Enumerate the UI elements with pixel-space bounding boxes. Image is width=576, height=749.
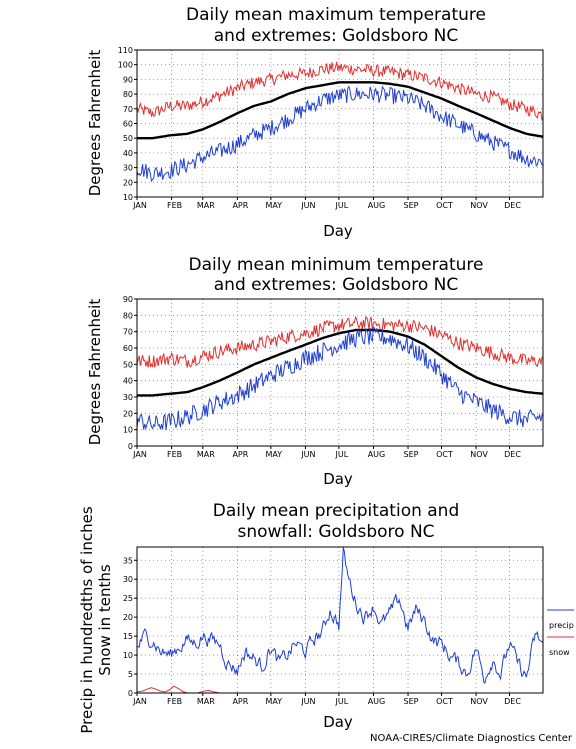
- y-tick-label: 40: [123, 149, 133, 158]
- legend-label-precip: precip: [549, 621, 574, 630]
- y-axis-label: Degrees Fahrenheit: [86, 50, 104, 197]
- y-tick-label: 10: [123, 426, 133, 435]
- y-tick-label: 110: [118, 46, 133, 55]
- series-line-extreme-high: [136, 315, 544, 368]
- series-line-precip: [136, 547, 544, 684]
- x-tick-label: JUN: [300, 201, 315, 210]
- y-tick-label: 25: [123, 594, 133, 603]
- chart-title-line: and extremes: Goldsboro NC: [214, 26, 459, 46]
- y-tick-label: 30: [123, 575, 133, 584]
- y-tick-label: 35: [123, 556, 133, 565]
- y-tick-label: 0: [128, 442, 133, 451]
- x-tick-label: MAY: [266, 450, 283, 459]
- x-tick-label: AUG: [368, 450, 386, 459]
- series-line-extreme-low: [136, 85, 544, 183]
- x-tick-label: JAN: [132, 450, 147, 459]
- x-axis-label: Day: [323, 222, 353, 240]
- y-tick-label: 40: [123, 377, 133, 386]
- y-tick-label: 50: [123, 134, 133, 143]
- x-tick-label: NOV: [470, 201, 488, 210]
- y-tick-label: 20: [123, 409, 133, 418]
- credit-text: NOAA-CIRES/Climate Diagnostics Center: [370, 733, 573, 744]
- y-tick-label: 20: [123, 613, 133, 622]
- y-tick-label: 30: [123, 393, 133, 402]
- y-tick-label: 90: [123, 295, 133, 304]
- y-tick-label: 60: [123, 120, 133, 129]
- x-tick-label: JUN: [300, 450, 315, 459]
- y-tick-label: 5: [128, 670, 133, 679]
- x-tick-label: MAR: [197, 697, 215, 706]
- x-tick-label: SEP: [404, 697, 419, 706]
- x-tick-label: APR: [232, 201, 248, 210]
- chart-title-line: Daily mean precipitation and: [213, 501, 460, 521]
- x-tick-label: AUG: [368, 697, 386, 706]
- chart-title-line: Daily mean minimum temperature: [189, 255, 484, 275]
- x-tick-label: FEB: [167, 450, 182, 459]
- x-tick-label: NOV: [470, 450, 488, 459]
- y-tick-label: 50: [123, 360, 133, 369]
- y-tick-label: 0: [128, 689, 133, 698]
- y-tick-label: 90: [123, 75, 133, 84]
- chart-title-line: snowfall: Goldsboro NC: [237, 522, 434, 542]
- y-tick-label: 80: [123, 90, 133, 99]
- y-tick-label: 70: [123, 105, 133, 114]
- y-tick-label: 20: [123, 178, 133, 187]
- chart-title-line: and extremes: Goldsboro NC: [214, 275, 459, 295]
- series-line-mean: [137, 81, 544, 140]
- y-tick-label: 80: [123, 311, 133, 320]
- y-tick-label: 70: [123, 328, 133, 337]
- x-tick-label: SEP: [404, 201, 419, 210]
- x-tick-label: DEC: [504, 450, 521, 459]
- y-axis-label: Precip in hundredths of inches: [78, 506, 96, 733]
- x-axis-label: Day: [323, 713, 353, 731]
- y-tick-label: 10: [123, 651, 133, 660]
- y-axis-label: Degrees Fahrenheit: [86, 299, 104, 446]
- x-tick-label: FEB: [167, 201, 182, 210]
- x-tick-label: JUL: [335, 450, 349, 459]
- x-tick-label: JAN: [132, 201, 147, 210]
- series-line-snow: [136, 685, 543, 694]
- x-tick-label: SEP: [404, 450, 419, 459]
- plot-frame: [136, 546, 544, 694]
- y-tick-label: 30: [123, 164, 133, 173]
- x-tick-label: APR: [232, 450, 248, 459]
- x-tick-label: OCT: [436, 697, 453, 706]
- y-tick-label: 60: [123, 344, 133, 353]
- y-tick-label: 100: [118, 61, 133, 70]
- legend-label-snow: snow: [549, 648, 570, 657]
- x-tick-label: MAY: [266, 201, 283, 210]
- plot-frame: [136, 298, 544, 447]
- x-tick-label: DEC: [504, 201, 521, 210]
- series-line-mean: [137, 328, 544, 397]
- x-axis-label: Day: [323, 470, 353, 488]
- y-axis-label: Snow in tenths: [96, 564, 114, 676]
- x-tick-label: OCT: [436, 201, 453, 210]
- x-tick-label: MAR: [197, 450, 215, 459]
- x-tick-label: NOV: [470, 697, 488, 706]
- x-tick-label: JUL: [335, 697, 349, 706]
- x-tick-label: DEC: [504, 697, 521, 706]
- x-tick-label: AUG: [368, 201, 386, 210]
- series-line-extreme-high: [136, 61, 544, 122]
- chart-title-line: Daily mean maximum temperature: [186, 5, 486, 25]
- x-tick-label: OCT: [436, 450, 453, 459]
- x-tick-label: FEB: [167, 697, 182, 706]
- y-tick-label: 10: [123, 193, 133, 202]
- y-tick-label: 15: [123, 632, 133, 641]
- x-tick-label: JAN: [132, 697, 147, 706]
- series-line-extreme-low: [136, 326, 544, 431]
- x-tick-label: MAR: [197, 201, 215, 210]
- x-tick-label: JUL: [335, 201, 349, 210]
- x-tick-label: JUN: [300, 697, 315, 706]
- x-tick-label: MAY: [266, 697, 283, 706]
- x-tick-label: APR: [232, 697, 248, 706]
